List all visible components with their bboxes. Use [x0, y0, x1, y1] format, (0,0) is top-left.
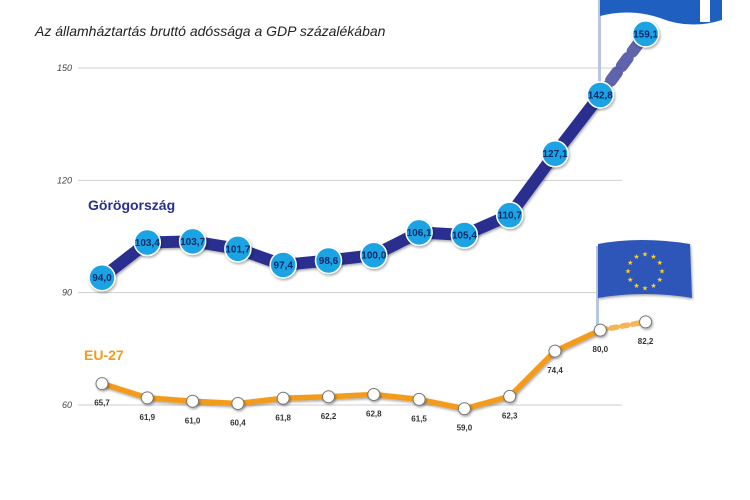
greek-series: 94,0 103,4 103,7 101,7 97,4 98,6 100,0 106,1 105… — [88, 20, 660, 292]
data-label: 62,2 — [321, 412, 337, 421]
data-point — [412, 392, 426, 406]
chart-subtitle: Az államháztartás bruttó adóssága a GDP … — [34, 23, 386, 39]
data-point — [457, 402, 471, 416]
data-label: 65,7 — [94, 399, 110, 408]
data-point — [322, 390, 335, 404]
data-label: 62,3 — [502, 411, 518, 420]
eu-star-icon: ★ — [625, 268, 631, 276]
eu-star-icon: ★ — [633, 253, 639, 261]
data-point — [360, 241, 388, 269]
data-point — [495, 201, 524, 229]
data-label: 159,1 — [633, 29, 658, 40]
series-line — [96, 88, 607, 284]
eu-star-icon: ★ — [650, 253, 656, 261]
data-point — [269, 251, 297, 279]
data-point — [178, 227, 207, 256]
data-label: 100,0 — [361, 251, 386, 262]
data-label: 82,2 — [638, 337, 654, 346]
y-tick-label: 120 — [57, 175, 72, 185]
eu-star-icon: ★ — [657, 259, 663, 267]
y-tick-label: 150 — [57, 63, 72, 73]
data-point — [133, 228, 162, 257]
eu-star-icon: ★ — [642, 285, 648, 293]
data-label: 61,8 — [275, 413, 291, 422]
data-label: 105,4 — [452, 231, 477, 242]
data-label: 97,4 — [273, 260, 293, 271]
data-point — [367, 388, 381, 402]
data-label: 61,0 — [185, 416, 201, 425]
data-label: 62,8 — [366, 410, 382, 419]
data-label: 61,5 — [411, 414, 427, 423]
data-label: 98,6 — [319, 256, 339, 267]
series-projection-line — [597, 319, 649, 333]
y-axis-ticks: 150 120 90 60 — [57, 63, 72, 410]
eu-star-icon: ★ — [650, 282, 656, 290]
data-label: 106,1 — [407, 228, 432, 239]
data-label: 61,9 — [140, 413, 156, 422]
eu-star-icon: ★ — [627, 276, 633, 284]
data-point — [276, 391, 290, 405]
greek-flag-icon — [598, 0, 722, 100]
y-tick-label: 90 — [62, 288, 72, 298]
data-point — [405, 218, 433, 247]
data-point — [548, 344, 562, 358]
data-point — [88, 263, 116, 292]
data-point — [541, 139, 569, 168]
eu-series: 65,7 61,9 61,0 60,4 61,8 62,2 62,8 61,5 59,0 62,3… — [94, 315, 654, 433]
data-label: 94,0 — [92, 273, 112, 284]
data-point — [639, 315, 653, 329]
data-label: 110,7 — [497, 211, 522, 222]
series-label-eu: EU-27 — [84, 347, 124, 363]
y-tick-label: 60 — [62, 400, 72, 410]
eu-star-icon: ★ — [659, 268, 665, 276]
eu-flag-icon: ★★★★★★★★★ ★ ★★ — [596, 240, 692, 326]
data-point — [450, 221, 479, 249]
data-point — [593, 323, 607, 337]
eu-star-icon: ★ — [642, 251, 648, 259]
data-label: 80,0 — [593, 345, 609, 354]
data-label: 142,8 — [588, 90, 613, 101]
data-label: 103,4 — [135, 238, 160, 249]
data-label: 103,7 — [180, 237, 205, 248]
data-point — [95, 377, 109, 391]
data-point — [631, 20, 660, 48]
data-point — [586, 81, 615, 109]
series-label-greek: Görögország — [88, 197, 175, 213]
data-point — [140, 391, 154, 405]
data-point — [503, 389, 517, 403]
data-label: 127,1 — [542, 149, 567, 160]
data-label: 60,4 — [230, 419, 246, 428]
data-point — [224, 235, 252, 263]
data-point — [186, 394, 200, 408]
data-point — [231, 397, 245, 411]
data-label: 59,0 — [457, 424, 473, 433]
eu-star-icon: ★ — [633, 282, 639, 290]
data-label: 74,4 — [547, 366, 563, 375]
data-label: 101,7 — [225, 244, 250, 255]
eu-star-icon: ★ — [657, 276, 663, 284]
eu-star-icon: ★ — [627, 259, 633, 267]
data-point — [314, 246, 343, 275]
series-line — [99, 327, 604, 412]
